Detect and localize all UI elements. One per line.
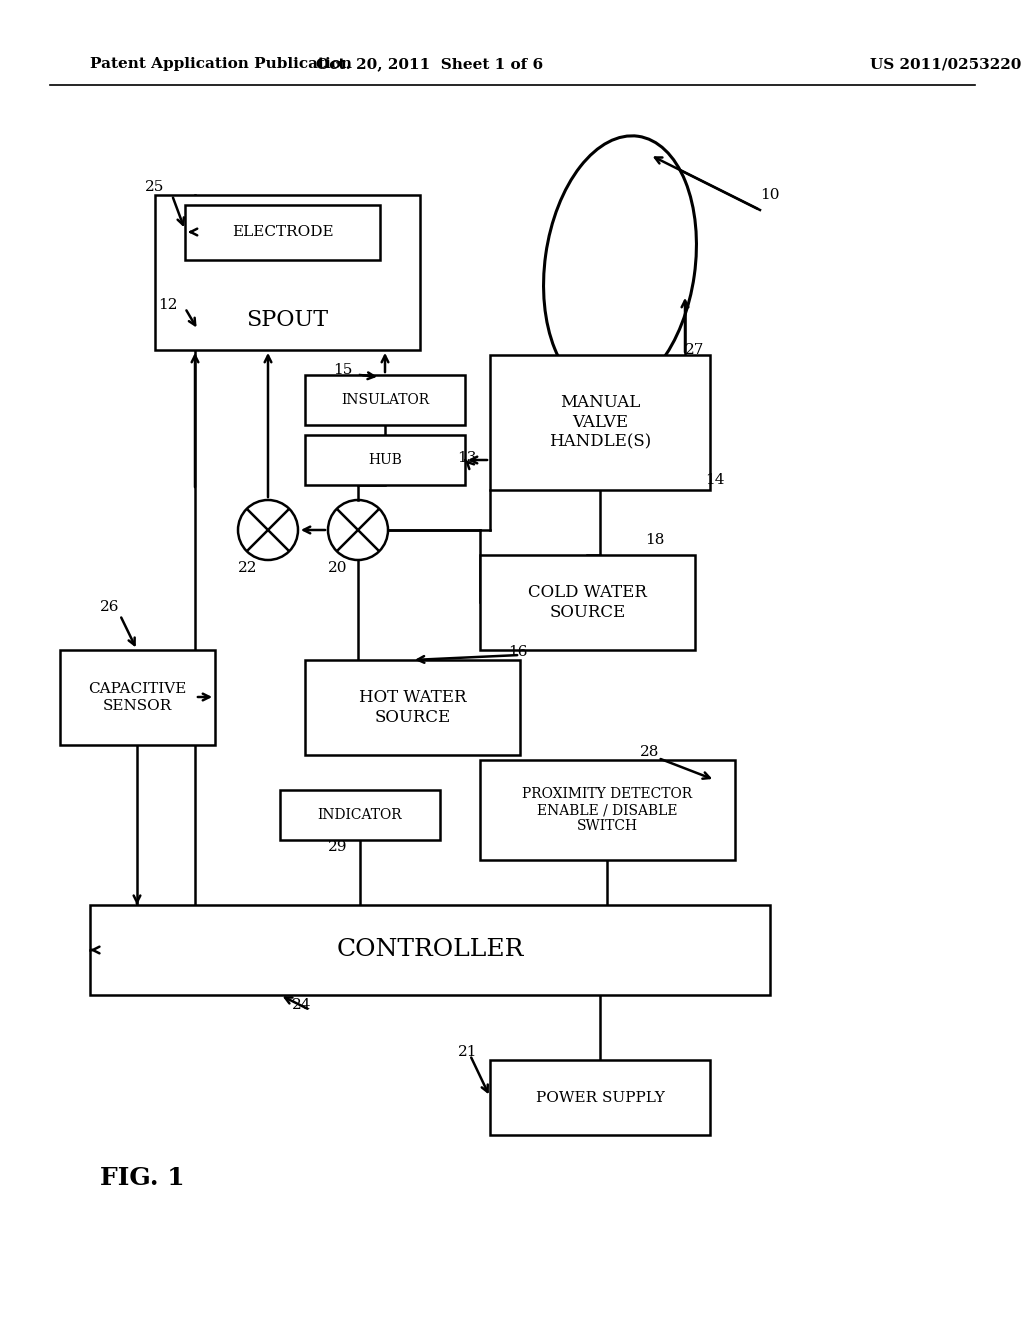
Text: INSULATOR: INSULATOR [341, 393, 429, 407]
Bar [480, 760, 735, 861]
Bar [305, 436, 465, 484]
Text: 14: 14 [706, 473, 725, 487]
Bar [155, 195, 420, 350]
Text: 15: 15 [334, 363, 352, 378]
Text: CONTROLLER: CONTROLLER [336, 939, 523, 961]
Text: Patent Application Publication: Patent Application Publication [90, 57, 352, 71]
Text: 21: 21 [459, 1045, 478, 1059]
Text: 20: 20 [329, 561, 348, 576]
Text: 28: 28 [640, 744, 659, 759]
Text: 18: 18 [645, 533, 665, 546]
Text: 22: 22 [239, 561, 258, 576]
Text: HOT WATER
SOURCE: HOT WATER SOURCE [358, 689, 466, 726]
Text: ELECTRODE: ELECTRODE [231, 226, 334, 239]
Bar [90, 906, 770, 995]
Text: Oct. 20, 2011  Sheet 1 of 6: Oct. 20, 2011 Sheet 1 of 6 [316, 57, 544, 71]
Text: 24: 24 [292, 998, 311, 1012]
Bar [305, 375, 465, 425]
Text: 29: 29 [329, 840, 348, 854]
Text: 26: 26 [100, 601, 120, 614]
Text: US 2011/0253220 A1: US 2011/0253220 A1 [870, 57, 1024, 71]
Bar [185, 205, 380, 260]
Bar [490, 1060, 710, 1135]
Text: POWER SUPPLY: POWER SUPPLY [536, 1090, 665, 1105]
Text: 25: 25 [145, 180, 165, 194]
Text: FIG. 1: FIG. 1 [100, 1166, 184, 1191]
Text: HUB: HUB [368, 453, 402, 467]
Text: 10: 10 [760, 187, 779, 202]
Text: 27: 27 [685, 343, 705, 356]
Text: 16: 16 [508, 645, 527, 659]
Text: PROXIMITY DETECTOR
ENABLE / DISABLE
SWITCH: PROXIMITY DETECTOR ENABLE / DISABLE SWIT… [522, 787, 692, 833]
Text: 12: 12 [159, 298, 178, 312]
Bar [280, 789, 440, 840]
Bar [60, 649, 215, 744]
Text: CAPACITIVE
SENSOR: CAPACITIVE SENSOR [88, 682, 186, 713]
Ellipse shape [544, 136, 696, 395]
Bar [490, 355, 710, 490]
Text: MANUAL
VALVE
HANDLE(S): MANUAL VALVE HANDLE(S) [549, 395, 651, 450]
Text: SPOUT: SPOUT [247, 309, 329, 331]
Bar [480, 554, 695, 649]
Bar [305, 660, 520, 755]
Text: 13: 13 [458, 451, 477, 465]
Text: COLD WATER
SOURCE: COLD WATER SOURCE [528, 585, 647, 620]
Text: INDICATOR: INDICATOR [317, 808, 402, 822]
